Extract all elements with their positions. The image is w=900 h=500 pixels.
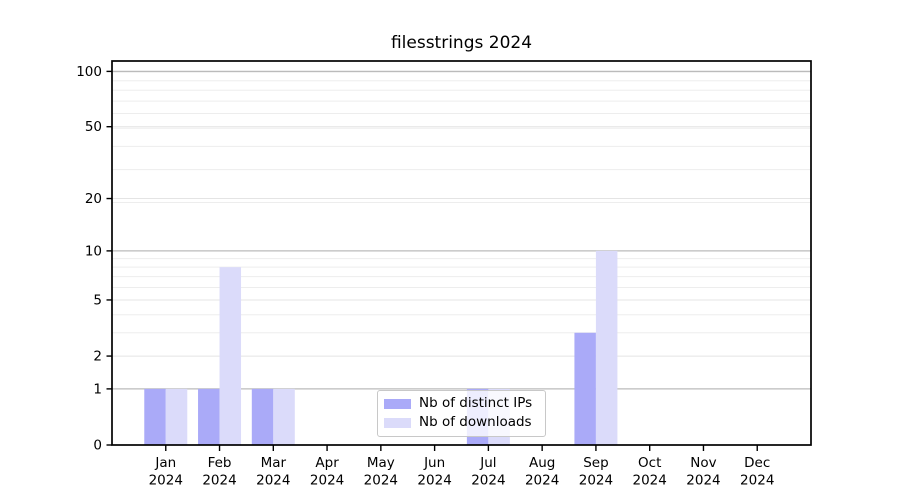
x-tick-label: Aug 2024 <box>525 455 559 489</box>
bar-distinct-ips-mar <box>251 388 274 445</box>
legend: Nb of distinct IPs Nb of downloads <box>377 390 546 437</box>
x-tick-label: Apr 2024 <box>310 455 344 489</box>
x-tick-label: Oct 2024 <box>633 455 667 489</box>
y-tick-label: 5 <box>93 292 102 308</box>
bar-distinct-ips-jan <box>144 388 166 445</box>
x-tick-label: Jul 2024 <box>471 455 505 489</box>
bar-downloads-jan <box>165 388 188 445</box>
x-tick-label: Jan 2024 <box>149 455 183 489</box>
x-tick-label: Jun 2024 <box>417 455 451 489</box>
x-tick-label: Dec 2024 <box>740 455 774 489</box>
legend-label-distinct-ips: Nb of distinct IPs <box>419 395 533 412</box>
x-tick-label: Feb 2024 <box>202 455 236 489</box>
y-tick-label: 50 <box>85 119 102 135</box>
bar-downloads-sep <box>595 250 618 445</box>
legend-label-downloads: Nb of downloads <box>419 414 532 431</box>
x-tick-label: May 2024 <box>364 455 398 489</box>
plot-border <box>111 60 812 446</box>
bar-downloads-mar <box>273 388 295 445</box>
bar-distinct-ips-feb <box>198 388 220 445</box>
legend-item-downloads: Nb of downloads <box>384 416 537 431</box>
bar-distinct-ips-sep <box>574 332 596 445</box>
legend-item-distinct-ips: Nb of distinct IPs <box>384 397 537 412</box>
y-tick-label: 10 <box>85 243 102 259</box>
x-tick-label: Sep 2024 <box>579 455 613 489</box>
legend-swatch-downloads-icon <box>384 418 411 428</box>
y-tick-label: 20 <box>85 191 102 207</box>
x-tick-label: Mar 2024 <box>256 455 290 489</box>
y-tick-label: 100 <box>76 64 102 80</box>
y-tick-label: 1 <box>93 381 102 397</box>
x-tick-label: Nov 2024 <box>686 455 720 489</box>
y-tick-label: 0 <box>93 438 102 454</box>
legend-swatch-distinct-ips-icon <box>384 399 411 409</box>
y-tick-label: 2 <box>93 349 102 365</box>
bar-downloads-feb <box>219 267 242 445</box>
chart-title: filesstrings 2024 <box>390 33 533 53</box>
